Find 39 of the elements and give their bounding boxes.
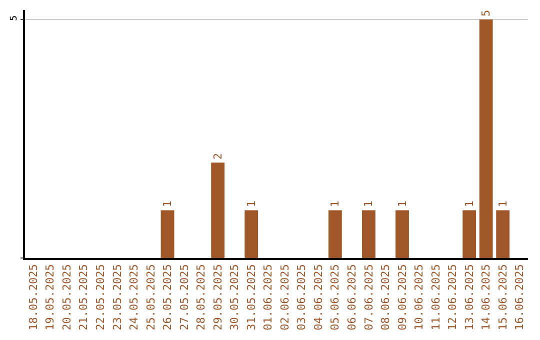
data-label: 1 xyxy=(244,200,258,208)
data-label: 1 xyxy=(362,200,376,208)
x-tick-label: 16.06.2025 xyxy=(513,264,526,330)
x-tick-label: 24.05.2025 xyxy=(128,264,141,330)
x-tick-label: 19.05.2025 xyxy=(44,264,57,330)
data-label: 1 xyxy=(496,200,510,208)
x-tick-label: 12.06.2025 xyxy=(446,264,460,330)
x-tick-label: 30.05.2025 xyxy=(228,264,242,330)
x-tick-label: 27.05.2025 xyxy=(178,264,191,330)
x-tick-label: 15.06.2025 xyxy=(496,264,510,330)
x-tick-label: 05.06.2025 xyxy=(328,264,342,330)
x-tick-label: 25.05.2025 xyxy=(144,264,158,330)
x-tick-label: 11.06.2025 xyxy=(429,264,442,330)
x-tick-label: 22.05.2025 xyxy=(94,264,108,330)
data-label: 1 xyxy=(161,200,174,208)
data-label: 1 xyxy=(328,200,342,208)
x-tick-label: 01.06.2025 xyxy=(262,264,275,330)
x-tick-label: 31.05.2025 xyxy=(244,264,258,330)
x-tick-label: 13.06.2025 xyxy=(462,264,476,330)
x-tick-label: 03.06.2025 xyxy=(295,264,308,330)
data-label: 1 xyxy=(462,200,476,208)
x-tick-label: 07.06.2025 xyxy=(362,264,376,330)
x-tick-label: 06.06.2025 xyxy=(346,264,359,330)
x-tick-label: 28.05.2025 xyxy=(194,264,208,330)
x-tick-label: 10.06.2025 xyxy=(412,264,426,330)
x-tick-label: 02.06.2025 xyxy=(278,264,292,330)
x-tick-label: 04.06.2025 xyxy=(312,264,325,330)
x-tick-label: 21.05.2025 xyxy=(77,264,90,330)
data-label: 1 xyxy=(396,200,409,208)
data-label: 5 xyxy=(480,10,493,17)
data-label: 2 xyxy=(211,152,224,160)
x-tick-label: 26.05.2025 xyxy=(161,264,174,330)
x-tick-label: 20.05.2025 xyxy=(60,264,74,330)
x-tick-label: 14.06.2025 xyxy=(480,264,493,330)
x-tick-label: 08.06.2025 xyxy=(379,264,392,330)
x-tick-label: 18.05.2025 xyxy=(26,264,40,330)
x-tick-label: 29.05.2025 xyxy=(211,264,224,330)
x-tick-label: 23.05.2025 xyxy=(110,264,124,330)
x-tick-label: 09.06.2025 xyxy=(396,264,409,330)
